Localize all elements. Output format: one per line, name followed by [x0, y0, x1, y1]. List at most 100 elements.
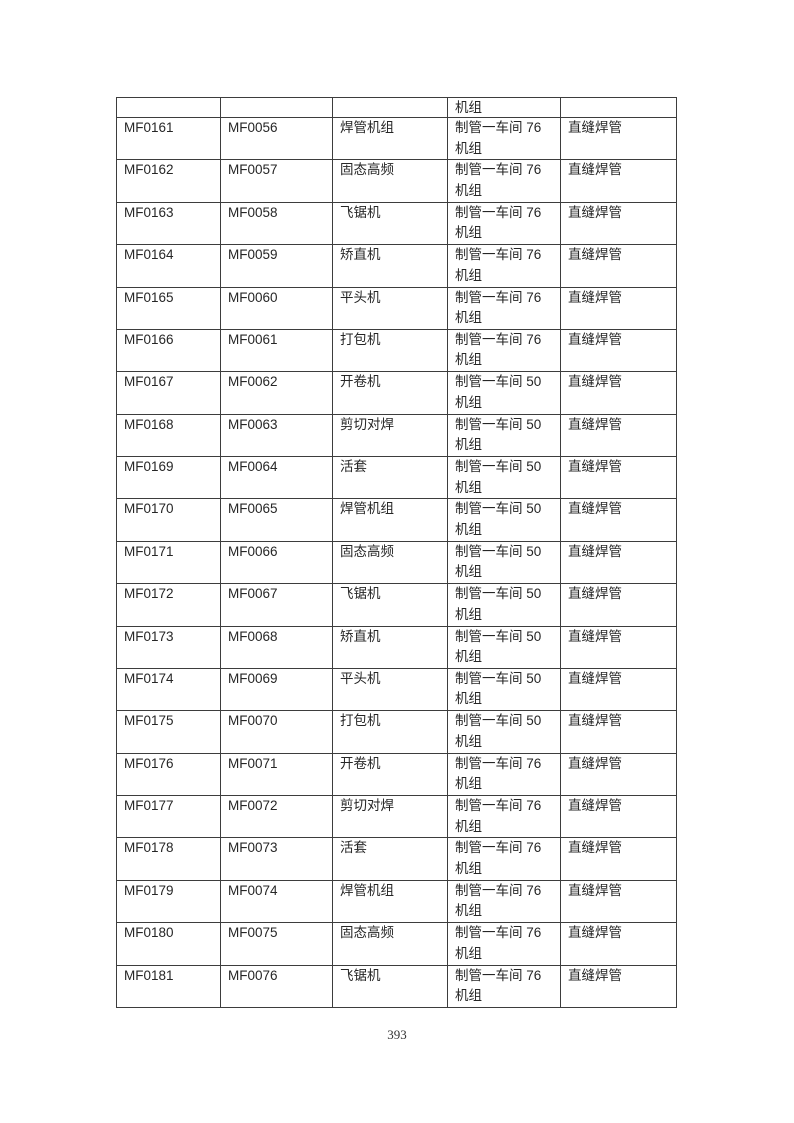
cell-asset-id: MF0063 [220, 413, 333, 458]
cell-equipment-id: MF0175 [116, 710, 221, 754]
cell-equipment-name: 开卷机 [332, 752, 448, 797]
cell-equipment-name: 矫直机 [332, 244, 448, 288]
cell-location: 制管一车间 50 机组 [447, 710, 561, 754]
cell-equipment-id: MF0163 [116, 201, 221, 246]
cell-category: 直缝焊管 [560, 413, 677, 458]
cell-location: 制管一车间 76 机组 [447, 879, 561, 924]
cell-asset-id: MF0064 [220, 455, 333, 500]
cell-equipment-id: MF0173 [116, 625, 221, 669]
table-row: MF0175 MF0070 打包机 制管一车间 50 机组 直缝焊管 [116, 710, 677, 754]
cell-equipment-id: MF0171 [116, 540, 221, 585]
table-row: MF0161 MF0056 焊管机组 制管一车间 76 机组 直缝焊管 [116, 116, 677, 161]
cell-equipment-name: 活套 [332, 455, 448, 500]
cell-equipment-name: 焊管机组 [332, 498, 448, 542]
table-row: MF0179 MF0074 焊管机组 制管一车间 76 机组 直缝焊管 [116, 879, 677, 924]
cell-location: 制管一车间 50 机组 [447, 625, 561, 669]
cell-asset-id: MF0072 [220, 794, 333, 839]
table-row: MF0171 MF0066 固态高频 制管一车间 50 机组 直缝焊管 [116, 540, 677, 585]
cell-equipment-id [116, 97, 221, 118]
table-row: MF0167 MF0062 开卷机 制管一车间 50 机组 直缝焊管 [116, 371, 677, 415]
cell-location: 制管一车间 76 机组 [447, 201, 561, 246]
cell-equipment-id: MF0161 [116, 116, 221, 161]
cell-asset-id: MF0071 [220, 752, 333, 797]
equipment-table: 机组 MF0161 MF0056 焊管机组 制管一车间 76 机组 直缝焊管 M… [116, 97, 677, 1008]
cell-asset-id: MF0065 [220, 498, 333, 542]
table-row: MF0176 MF0071 开卷机 制管一车间 76 机组 直缝焊管 [116, 752, 677, 797]
cell-location: 制管一车间 76 机组 [447, 837, 561, 881]
cell-category: 直缝焊管 [560, 371, 677, 415]
cell-equipment-id: MF0178 [116, 837, 221, 881]
cell-asset-id: MF0058 [220, 201, 333, 246]
table-row: MF0177 MF0072 剪切对焊 制管一车间 76 机组 直缝焊管 [116, 794, 677, 839]
cell-location: 制管一车间 50 机组 [447, 583, 561, 627]
cell-location: 制管一车间 50 机组 [447, 540, 561, 585]
cell-category: 直缝焊管 [560, 116, 677, 161]
cell-asset-id: MF0076 [220, 964, 333, 1008]
cell-asset-id: MF0070 [220, 710, 333, 754]
table-row: MF0174 MF0069 平头机 制管一车间 50 机组 直缝焊管 [116, 667, 677, 712]
cell-location: 制管一车间 76 机组 [447, 159, 561, 203]
cell-equipment-id: MF0162 [116, 159, 221, 203]
cell-category: 直缝焊管 [560, 201, 677, 246]
cell-equipment-name: 打包机 [332, 328, 448, 373]
cell-location: 制管一车间 76 机组 [447, 922, 561, 966]
cell-category: 直缝焊管 [560, 922, 677, 966]
cell-equipment-name: 平头机 [332, 667, 448, 712]
cell-equipment-name [332, 97, 448, 118]
cell-category: 直缝焊管 [560, 964, 677, 1008]
cell-asset-id: MF0067 [220, 583, 333, 627]
cell-location: 制管一车间 50 机组 [447, 371, 561, 415]
cell-location: 制管一车间 76 机组 [447, 286, 561, 330]
cell-location: 制管一车间 50 机组 [447, 455, 561, 500]
table-row: MF0181 MF0076 飞锯机 制管一车间 76 机组 直缝焊管 [116, 964, 677, 1008]
cell-equipment-id: MF0174 [116, 667, 221, 712]
cell-equipment-name: 固态高频 [332, 159, 448, 203]
cell-category: 直缝焊管 [560, 455, 677, 500]
cell-equipment-name: 矫直机 [332, 625, 448, 669]
cell-equipment-name: 焊管机组 [332, 116, 448, 161]
cell-category: 直缝焊管 [560, 879, 677, 924]
cell-category [560, 97, 677, 118]
table-row: MF0165 MF0060 平头机 制管一车间 76 机组 直缝焊管 [116, 286, 677, 330]
table-row: MF0172 MF0067 飞锯机 制管一车间 50 机组 直缝焊管 [116, 583, 677, 627]
cell-equipment-id: MF0167 [116, 371, 221, 415]
table-row: 机组 [116, 97, 677, 118]
cell-equipment-id: MF0176 [116, 752, 221, 797]
cell-equipment-name: 固态高频 [332, 922, 448, 966]
cell-asset-id: MF0056 [220, 116, 333, 161]
cell-asset-id: MF0073 [220, 837, 333, 881]
cell-location: 制管一车间 76 机组 [447, 964, 561, 1008]
page-number: 393 [387, 1027, 407, 1042]
equipment-table-body: 机组 MF0161 MF0056 焊管机组 制管一车间 76 机组 直缝焊管 M… [116, 97, 677, 1008]
cell-equipment-id: MF0172 [116, 583, 221, 627]
table-row: MF0168 MF0063 剪切对焊 制管一车间 50 机组 直缝焊管 [116, 413, 677, 458]
cell-location: 制管一车间 50 机组 [447, 498, 561, 542]
table-row: MF0169 MF0064 活套 制管一车间 50 机组 直缝焊管 [116, 455, 677, 500]
cell-category: 直缝焊管 [560, 540, 677, 585]
cell-equipment-name: 打包机 [332, 710, 448, 754]
cell-equipment-id: MF0170 [116, 498, 221, 542]
table-row: MF0163 MF0058 飞锯机 制管一车间 76 机组 直缝焊管 [116, 201, 677, 246]
cell-category: 直缝焊管 [560, 752, 677, 797]
cell-equipment-id: MF0166 [116, 328, 221, 373]
cell-equipment-name: 开卷机 [332, 371, 448, 415]
cell-equipment-id: MF0169 [116, 455, 221, 500]
cell-equipment-id: MF0177 [116, 794, 221, 839]
table-row: MF0162 MF0057 固态高频 制管一车间 76 机组 直缝焊管 [116, 159, 677, 203]
cell-equipment-name: 剪切对焊 [332, 794, 448, 839]
cell-category: 直缝焊管 [560, 625, 677, 669]
cell-asset-id: MF0062 [220, 371, 333, 415]
cell-equipment-id: MF0165 [116, 286, 221, 330]
table-row: MF0180 MF0075 固态高频 制管一车间 76 机组 直缝焊管 [116, 922, 677, 966]
cell-category: 直缝焊管 [560, 286, 677, 330]
cell-equipment-id: MF0179 [116, 879, 221, 924]
cell-asset-id: MF0060 [220, 286, 333, 330]
cell-equipment-name: 活套 [332, 837, 448, 881]
cell-location: 机组 [447, 97, 561, 118]
cell-asset-id [220, 97, 333, 118]
cell-asset-id: MF0061 [220, 328, 333, 373]
cell-category: 直缝焊管 [560, 837, 677, 881]
cell-category: 直缝焊管 [560, 667, 677, 712]
cell-equipment-name: 飞锯机 [332, 964, 448, 1008]
